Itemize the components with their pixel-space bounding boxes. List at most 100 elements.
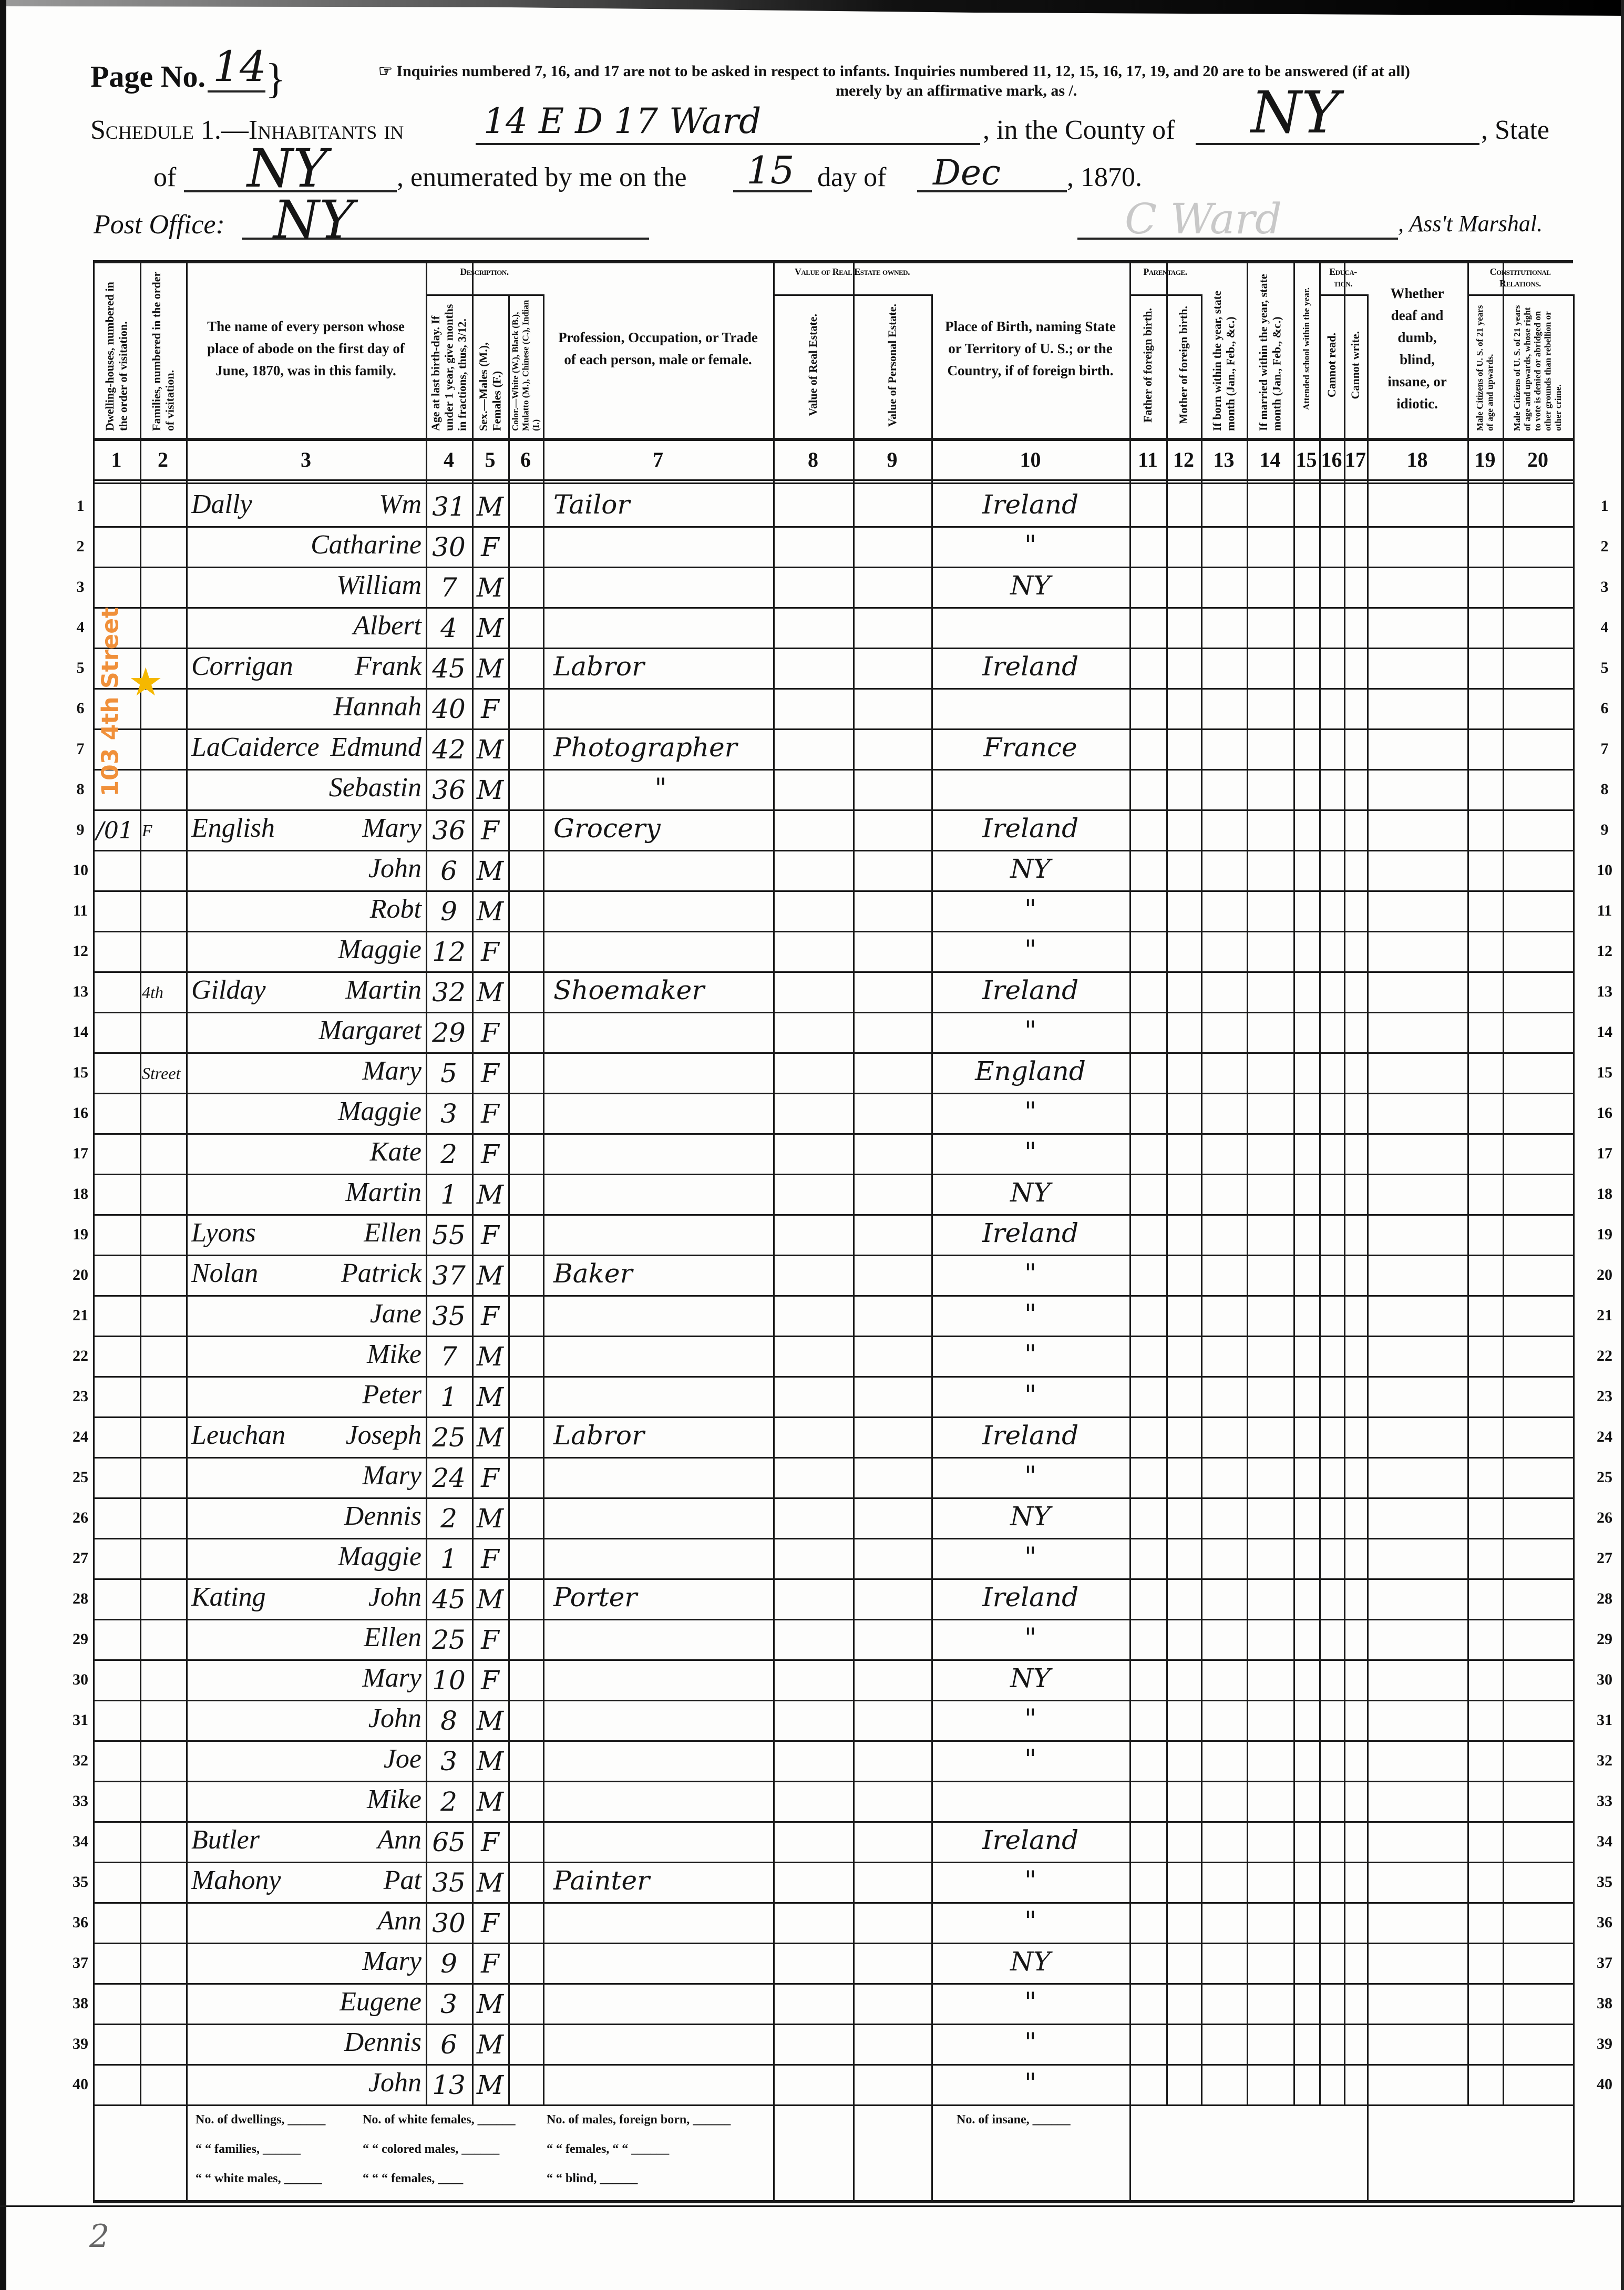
cell-birthplace: " bbox=[1024, 894, 1036, 925]
column-header-16: Cannot read. bbox=[1321, 297, 1342, 433]
cell-age: 8 bbox=[440, 1706, 457, 1736]
year-label: , 1870. bbox=[1067, 162, 1142, 192]
row-number-right: 21 bbox=[1597, 1307, 1612, 1324]
column-header-7: Profession, Occupation, or Trade of each… bbox=[545, 265, 771, 433]
state-blank bbox=[184, 190, 397, 192]
cell-birthplace: Ireland bbox=[982, 975, 1079, 1005]
cell-surname: Gilday bbox=[191, 975, 266, 1005]
group-header: Parentage. bbox=[1143, 266, 1187, 277]
table-top-border bbox=[93, 260, 1573, 263]
post-office-blank bbox=[242, 238, 649, 240]
row-number-right: 7 bbox=[1600, 740, 1609, 757]
cell-sex: M bbox=[476, 572, 504, 603]
cell-sex: M bbox=[476, 1706, 504, 1736]
cell-given-name: Martin bbox=[345, 975, 422, 1005]
row-number-right: 34 bbox=[1597, 1833, 1612, 1850]
cell-name: John bbox=[191, 2062, 422, 2103]
cell-age: 32 bbox=[432, 977, 466, 1008]
row-number-right: 28 bbox=[1597, 1590, 1612, 1607]
column-divider bbox=[773, 260, 775, 2104]
column-number-7: 7 bbox=[653, 448, 663, 471]
cell-birthplace: " bbox=[1024, 1987, 1036, 2017]
cell-name: Dennis bbox=[191, 2022, 422, 2062]
footer-divider bbox=[773, 2104, 775, 2202]
cell-given-name: John bbox=[368, 2068, 422, 2098]
row-number-right: 23 bbox=[1597, 1388, 1612, 1405]
row-divider bbox=[93, 890, 1573, 892]
row-divider bbox=[93, 769, 1573, 771]
footer-insane: No. of insane, ______ bbox=[957, 2113, 1071, 2127]
cell-name: LaCaiderce Edmund bbox=[191, 727, 422, 767]
cell-name: Mary bbox=[191, 1658, 422, 1698]
row-number-left: 39 bbox=[73, 2035, 88, 2052]
cell-sex: F bbox=[481, 1948, 499, 1979]
cell-sex: M bbox=[476, 653, 504, 684]
column-divider bbox=[1573, 294, 1575, 2104]
cell-given-name: John bbox=[368, 1582, 422, 1612]
column-divider bbox=[1367, 294, 1369, 2104]
column-header-text: Cannot read. bbox=[1324, 332, 1338, 398]
row-divider bbox=[93, 1012, 1573, 1013]
column-divider bbox=[543, 294, 544, 2104]
cell-surname: Mahony bbox=[191, 1865, 281, 1895]
row-number-left: 9 bbox=[76, 821, 85, 838]
column-header-2: Families, numbered in the order of visit… bbox=[142, 265, 184, 433]
group-header-divider bbox=[1319, 294, 1367, 296]
cell-sex: M bbox=[476, 1989, 504, 2019]
cell-age: 1 bbox=[440, 1544, 457, 1574]
cell-name: Nolan Patrick bbox=[191, 1253, 422, 1293]
row-divider bbox=[93, 728, 1573, 730]
column-header-text: The name of every person whose place of … bbox=[207, 319, 405, 378]
column-divider bbox=[1166, 260, 1168, 2104]
cell-surname: LaCaiderce bbox=[191, 732, 320, 762]
column-divider bbox=[1247, 260, 1248, 2104]
row-divider bbox=[93, 1174, 1573, 1175]
row-number-right: 3 bbox=[1600, 578, 1609, 595]
column-number-16: 16 bbox=[1321, 448, 1342, 471]
cell-surname: Corrigan bbox=[191, 651, 293, 681]
cell-age: 45 bbox=[432, 653, 466, 684]
cell-sex: M bbox=[476, 896, 504, 927]
row-number-right: 18 bbox=[1597, 1185, 1612, 1203]
footer-blind: “ “ blind, ______ bbox=[547, 2172, 638, 2185]
row-number-left: 27 bbox=[73, 1549, 88, 1567]
row-number-left: 29 bbox=[73, 1630, 88, 1648]
footer-dwellings: No. of dwellings, ______ bbox=[196, 2113, 326, 2127]
row-divider bbox=[93, 526, 1573, 528]
cell-birthplace: " bbox=[1024, 1096, 1036, 1127]
row-number-left: 25 bbox=[73, 1469, 88, 1486]
footer-divider bbox=[931, 2104, 933, 2202]
cell-birthplace: Ireland bbox=[982, 1218, 1079, 1248]
row-divider bbox=[93, 2104, 1573, 2106]
cell-name: Peter bbox=[191, 1374, 422, 1415]
row-divider bbox=[93, 567, 1573, 568]
row-number-left: 34 bbox=[73, 1833, 88, 1850]
marshal-label: , Ass't Marshal. bbox=[1398, 211, 1543, 237]
cell-name: English Mary bbox=[191, 808, 422, 848]
cell-age: 36 bbox=[432, 815, 466, 846]
row-number-right: 10 bbox=[1597, 861, 1612, 879]
cell-given-name: Maggie bbox=[338, 935, 422, 964]
column-divider bbox=[1201, 294, 1202, 2104]
cell-sex: M bbox=[476, 491, 504, 522]
cell-age: 13 bbox=[432, 2070, 466, 2100]
cell-occupation: Labror bbox=[553, 651, 644, 682]
column-header-text: Mother of foreign birth. bbox=[1177, 305, 1190, 425]
column-divider bbox=[1503, 260, 1504, 2104]
cell-name: Leuchan Joseph bbox=[191, 1415, 422, 1455]
row-number-right: 1 bbox=[1600, 497, 1609, 515]
column-divider bbox=[1293, 260, 1295, 2104]
cell-given-name: Jane bbox=[369, 1299, 422, 1329]
cell-birthplace: " bbox=[1024, 1542, 1036, 1572]
scan-edge-top bbox=[0, 0, 1624, 16]
cell-birthplace: " bbox=[1024, 1906, 1036, 1936]
group-header: Value of Real Estate owned. bbox=[794, 266, 910, 277]
column-divider bbox=[140, 260, 141, 2104]
cell-birthplace: NY bbox=[1010, 1177, 1051, 1208]
cell-sex: F bbox=[481, 1463, 499, 1493]
column-header-18: Whether deaf and dumb, blind, insane, or… bbox=[1369, 265, 1465, 433]
cell-occupation: Porter bbox=[553, 1582, 638, 1613]
cell-surname: English bbox=[191, 813, 275, 843]
scan-edge-right bbox=[1621, 0, 1624, 2290]
cell-birthplace: " bbox=[1024, 1015, 1036, 1046]
